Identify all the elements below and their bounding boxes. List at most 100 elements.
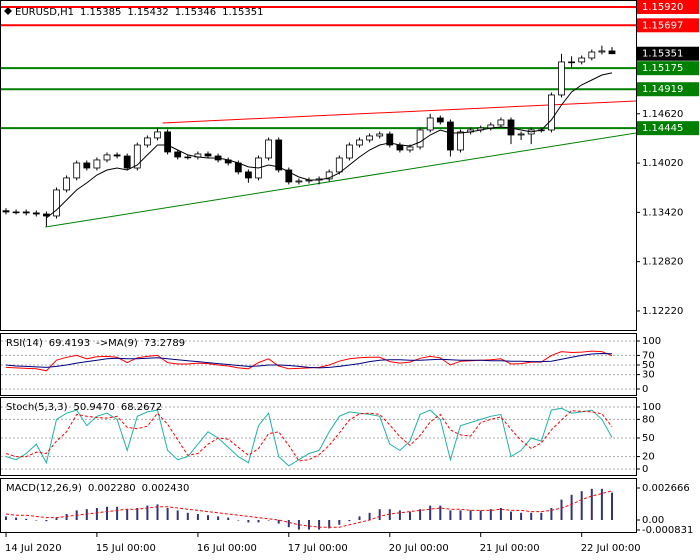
level-label: 1.15697 — [642, 20, 683, 31]
candle-body — [366, 135, 374, 141]
histogram-bar — [116, 506, 119, 520]
histogram-bar — [85, 509, 88, 520]
level-label: 1.15920 — [642, 2, 683, 13]
candle-body — [32, 212, 40, 215]
candle-body — [608, 50, 616, 55]
histogram-bar — [510, 511, 512, 520]
histogram-bar — [136, 508, 139, 520]
level-label-box — [637, 61, 699, 76]
candle-body — [548, 94, 555, 131]
level-label: 1.15175 — [642, 63, 683, 74]
candle-body — [113, 154, 121, 157]
x-tick-label: 15 Jul 00:00 — [96, 543, 156, 554]
histogram-bar — [35, 520, 38, 521]
current-price-label: 1.15351 — [642, 49, 683, 60]
series-value: 0.002430 — [142, 483, 190, 494]
candle-body — [295, 180, 303, 183]
indicator-header: RSI(14) 69.4193 ->MA(9) 73.2789 — [6, 338, 185, 349]
histogram-bar — [419, 509, 422, 520]
moving-average — [46, 72, 613, 219]
indicator-line — [5, 407, 613, 467]
series-value: 73.2789 — [144, 338, 185, 349]
candle-body — [2, 210, 10, 213]
level-label-box — [637, 18, 699, 33]
histogram-bar — [550, 508, 553, 520]
histogram-bar — [439, 505, 442, 520]
y-tick-label: 1.14020 — [642, 158, 683, 169]
y-tick-label: -0.000831 — [642, 525, 693, 536]
y-tick-label: 20 — [642, 452, 655, 463]
x-tick-label: 14 Jul 2020 — [5, 543, 62, 554]
histogram-bar — [146, 505, 149, 520]
candle-body — [244, 171, 252, 179]
level-label: 1.14919 — [642, 84, 683, 95]
level-label-box — [637, 82, 699, 97]
histogram-bar — [126, 509, 129, 520]
rsi-frame — [0, 333, 637, 396]
symbol: EURUSD,H1 — [15, 7, 74, 18]
histogram-bar — [237, 520, 240, 521]
histogram-bar — [207, 515, 209, 520]
candle-body — [73, 162, 81, 179]
histogram-bar — [590, 488, 593, 520]
histogram-bar — [560, 499, 563, 520]
candle-body — [426, 117, 434, 131]
y-tick-label: 80 — [642, 414, 655, 425]
candle-body — [275, 139, 283, 171]
candle-body — [22, 211, 30, 214]
indicator-header: Stoch(5,3,3) 50.9470 68.2672 — [6, 402, 162, 413]
macd-frame — [0, 478, 637, 533]
candle-body — [588, 51, 596, 59]
candle-body — [285, 169, 293, 183]
histogram-bar — [308, 520, 310, 530]
histogram-bar — [489, 509, 492, 520]
histogram-bar — [409, 511, 411, 520]
candle-body — [568, 61, 575, 64]
histogram-bar — [520, 512, 523, 520]
histogram-bar — [429, 505, 432, 520]
y-tick-label: 1.14620 — [642, 109, 683, 120]
histogram-bar — [580, 491, 583, 520]
histogram-bar — [358, 516, 361, 520]
histogram-bar — [15, 517, 18, 520]
candle-body — [406, 146, 414, 151]
last-low: 1.15346 — [175, 7, 216, 18]
y-tick-label: 1.12820 — [642, 257, 683, 268]
y-tick-label: 0 — [642, 464, 648, 475]
x-tick-label: 22 Jul 00:00 — [581, 543, 641, 554]
histogram-bar — [348, 520, 351, 522]
candle-body — [174, 151, 182, 158]
y-tick-label: 30 — [642, 370, 655, 381]
candle-body — [335, 157, 343, 173]
current-price-box — [637, 46, 699, 61]
histogram-bar — [449, 510, 452, 520]
histogram-bar — [368, 512, 371, 520]
indicator-header: MACD(12,26,9) 0.002280 0.002430 — [6, 483, 189, 494]
candle-body — [154, 131, 161, 139]
y-tick-label: 100 — [642, 402, 661, 413]
histogram-bar — [600, 488, 603, 520]
histogram-bar — [25, 518, 28, 520]
indicator-line — [5, 352, 613, 369]
histogram-bar — [479, 510, 482, 520]
y-tick-label: 0.002666 — [642, 483, 690, 494]
histogram-bar — [378, 509, 381, 520]
main-plot — [1, 5, 636, 228]
candle-body — [103, 154, 111, 161]
candle-body — [436, 117, 444, 123]
x-tick-label: 17 Jul 00:00 — [288, 543, 348, 554]
histogram-bar — [267, 520, 270, 521]
last-high: 1.15432 — [127, 7, 168, 18]
indicator-line — [5, 490, 613, 528]
histogram-bar — [5, 516, 7, 520]
y-tick-label: 1.12220 — [642, 306, 683, 317]
histogram-bar — [247, 520, 250, 523]
candle-body — [376, 133, 384, 137]
x-tick-label: 21 Jul 00:00 — [480, 543, 540, 554]
y-tick-label: 100 — [642, 336, 661, 347]
histogram-bar — [277, 520, 280, 524]
histogram-bar — [186, 512, 189, 520]
candle-body — [265, 139, 273, 159]
level-label-box — [637, 0, 699, 14]
